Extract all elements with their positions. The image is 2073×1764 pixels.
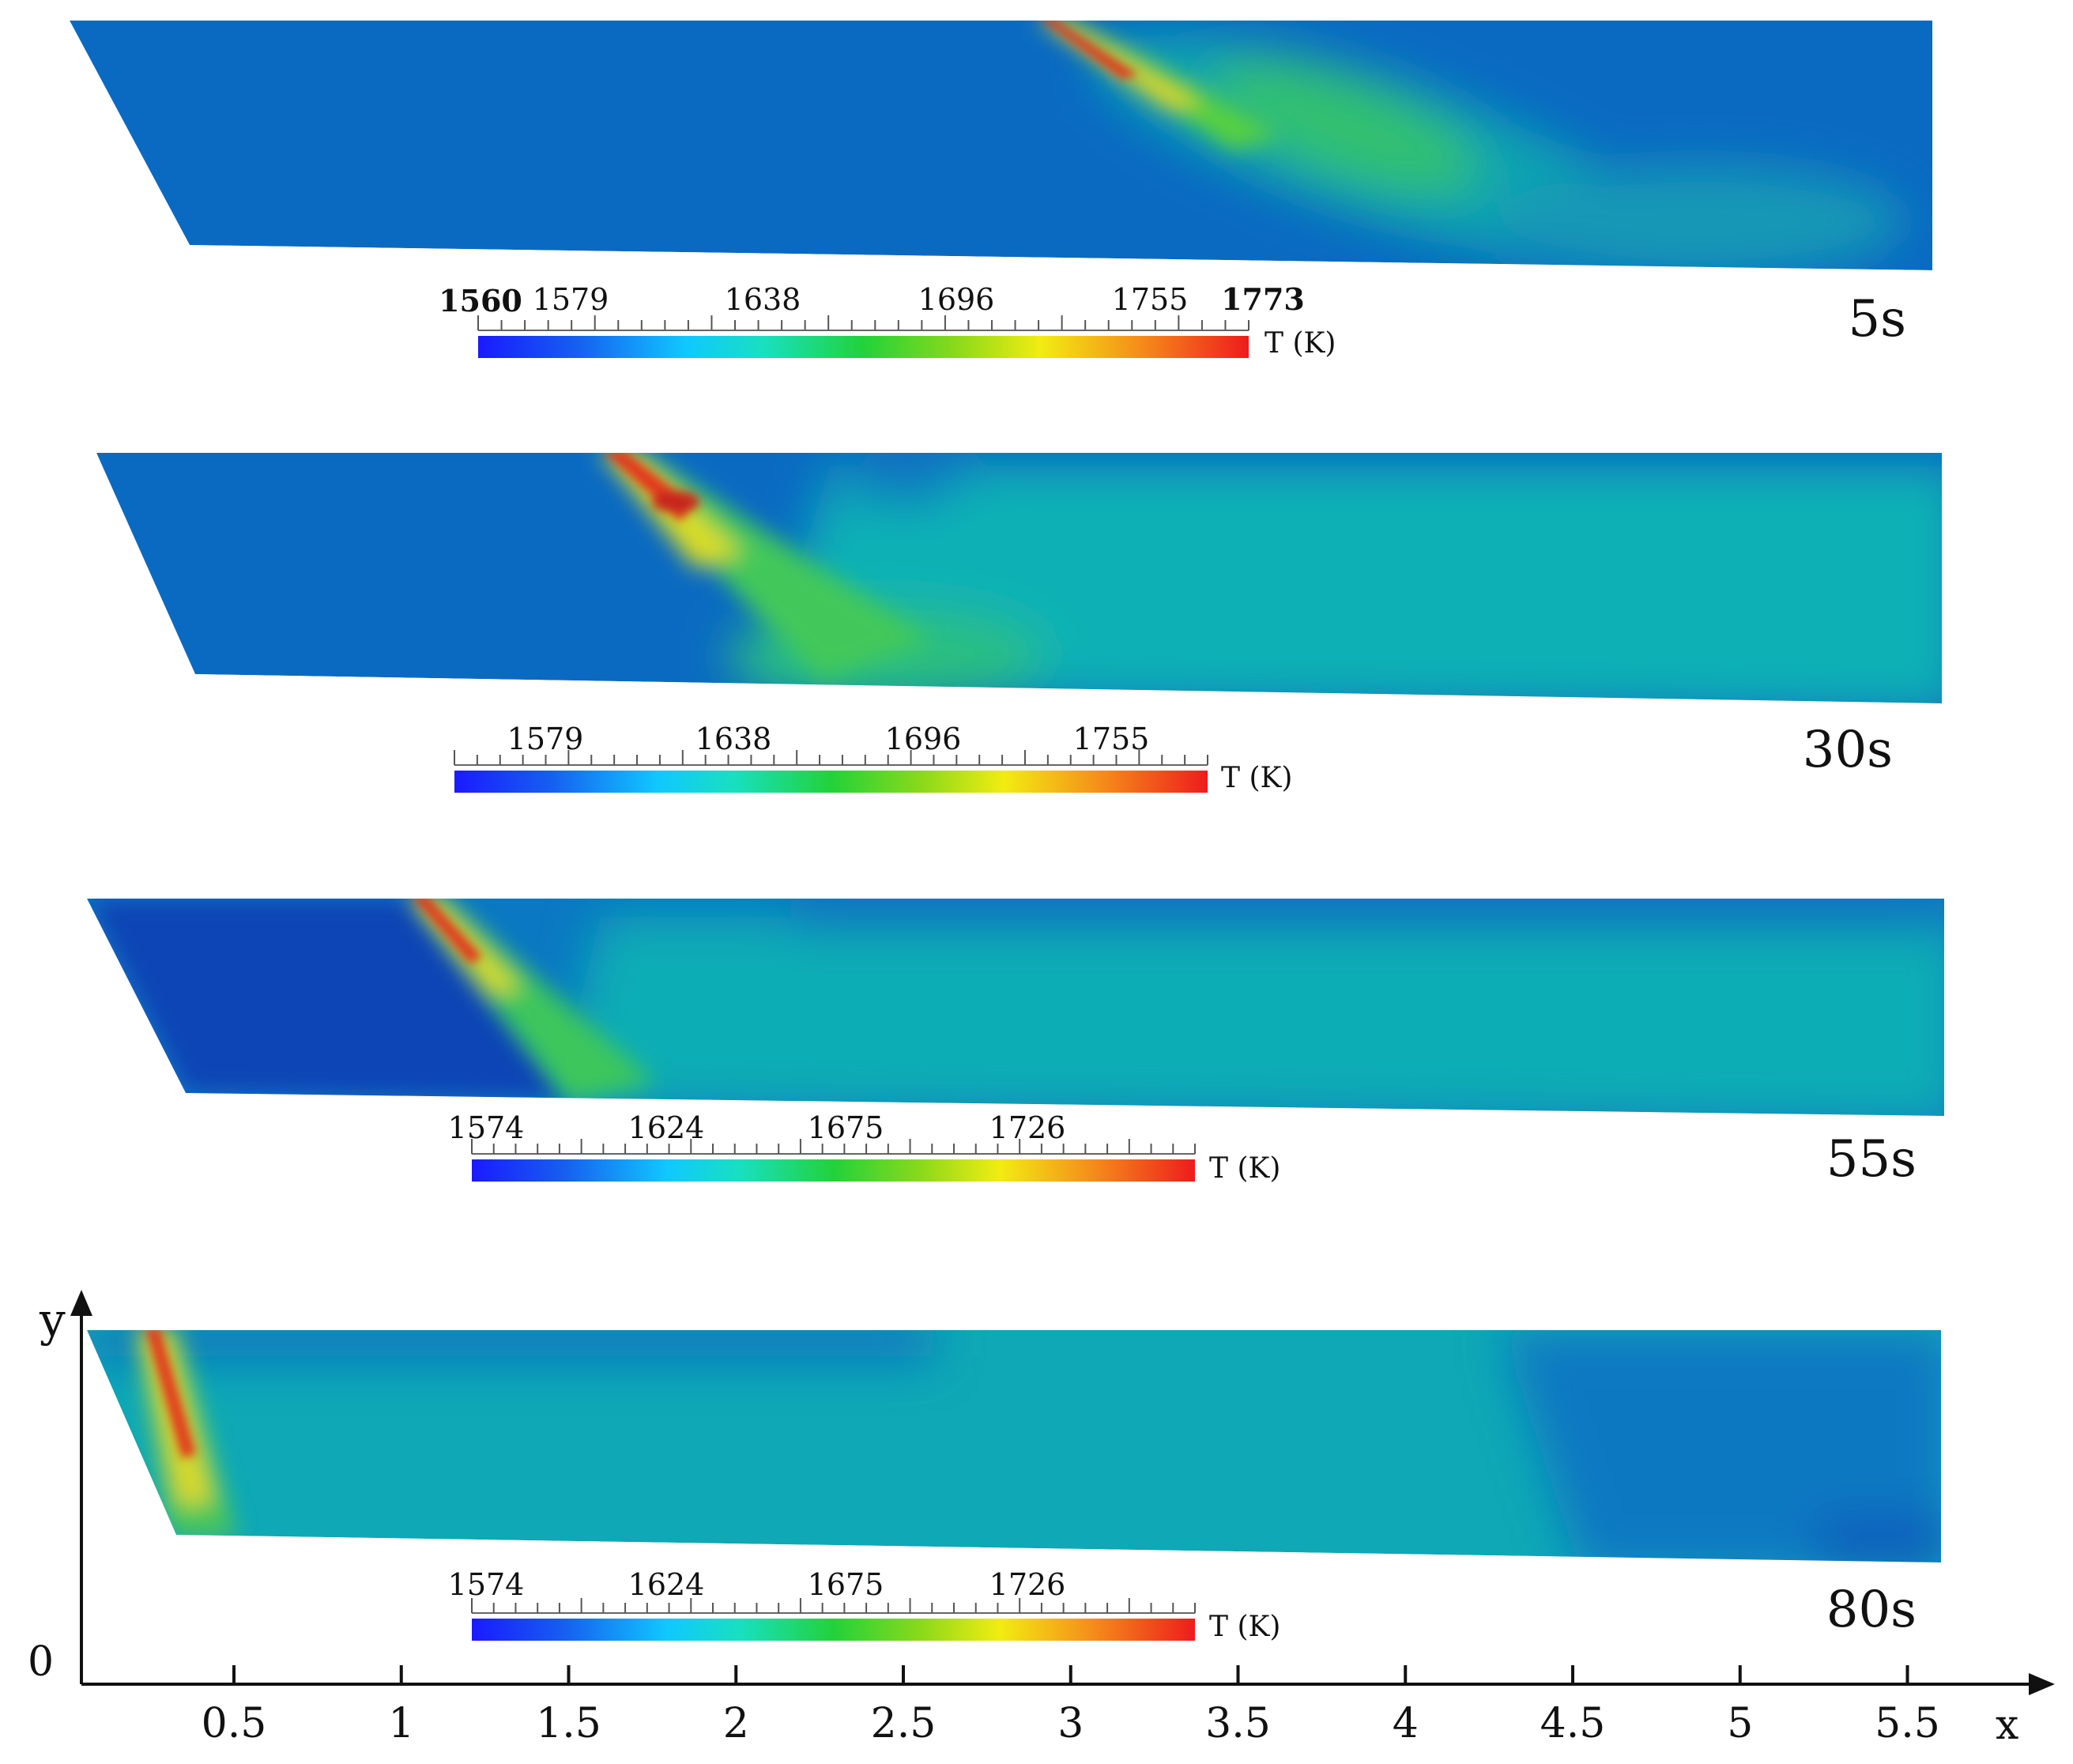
colorbar-80s: 1574 1624 1675 1726 T (K) xyxy=(448,1567,1281,1643)
colorbar-tick-label: 1574 xyxy=(448,1110,525,1145)
y-axis-label: y xyxy=(39,1293,66,1347)
colorbar-gradient-80s xyxy=(472,1619,1195,1641)
colorbar-max-label-5s: 1773 xyxy=(1221,281,1305,317)
x-axis-tick-label: 3 xyxy=(1057,1700,1084,1747)
time-label-80s: 80s xyxy=(1826,1581,1917,1639)
colorbar-gradient-55s xyxy=(472,1159,1195,1182)
colorbar-tick-label: 1579 xyxy=(507,722,584,756)
x-axis-tick-label: 1 xyxy=(388,1700,414,1747)
temperature-field-80s xyxy=(87,1330,1941,1562)
colorbar-tick-label: 1675 xyxy=(808,1110,884,1145)
origin-label: 0 xyxy=(28,1638,54,1686)
panel-30s: 30s 1579 1638 1696 1755 T (K) xyxy=(96,453,1942,794)
colorbar-tick-label: 1675 xyxy=(808,1567,884,1602)
colorbar-min-label-5s: 1560 xyxy=(439,283,522,318)
colorbar-tick-label: 1755 xyxy=(1073,722,1150,756)
colorbar-tick-label: 1696 xyxy=(918,282,995,317)
coordinate-axes: y 0 x 0.5 1 1.5 2 2.5 3 3.5 4 4.5 5 5.5 xyxy=(28,1290,2055,1749)
colorbar-unit-55s: T (K) xyxy=(1209,1152,1280,1185)
y-axis-arrow-icon xyxy=(70,1290,92,1316)
panel-80s: 80s 1574 1624 1675 1726 T (K) xyxy=(87,1330,1941,1643)
colorbar-tick-label: 1696 xyxy=(885,722,962,756)
colorbar-tick-label: 1574 xyxy=(448,1567,525,1602)
colorbar-unit-5s: T (K) xyxy=(1265,327,1336,360)
cool-zone-55s xyxy=(87,899,569,1099)
x-axis-tick-label: 5 xyxy=(1727,1700,1753,1747)
colorbar-tick-label: 1638 xyxy=(695,722,772,756)
x-axis-tick-label: 2.5 xyxy=(871,1700,937,1747)
temperature-field-5s xyxy=(70,21,1932,270)
cool-edges-80s xyxy=(87,1330,1941,1562)
time-label-55s: 55s xyxy=(1826,1130,1917,1189)
colorbar-5s: 1560 1773 1579 1638 1696 1755 T (K) xyxy=(439,281,1336,360)
x-axis-label: x xyxy=(1996,1702,2018,1749)
colorbar-unit-80s: T (K) xyxy=(1209,1611,1280,1643)
x-axis-tick-label: 3.5 xyxy=(1205,1700,1271,1747)
x-axis-tick-label: 5.5 xyxy=(1875,1700,1940,1747)
colorbar-tick-label: 1755 xyxy=(1112,282,1189,317)
warm-plume-5s xyxy=(1096,35,1905,270)
colorbar-tick-label: 1726 xyxy=(989,1567,1066,1602)
panel-5s: 5s 1560 1773 1579 1638 1696 1755 T (K) xyxy=(70,21,1932,360)
colorbar-tick-label: 1624 xyxy=(628,1567,705,1602)
colorbar-55s: 1574 1624 1675 1726 T (K) xyxy=(448,1110,1281,1185)
x-axis-tick-label: 0.5 xyxy=(202,1700,267,1747)
colorbar-tick-label: 1579 xyxy=(533,282,609,317)
x-axis-arrow-icon xyxy=(2029,1673,2055,1695)
colorbar-gradient-5s xyxy=(478,336,1249,358)
x-axis-ticks: 0.5 1 1.5 2 2.5 3 3.5 4 4.5 5 5.5 xyxy=(202,1665,1940,1747)
colorbar-unit-30s: T (K) xyxy=(1221,762,1292,794)
colorbar-gradient-30s xyxy=(454,771,1208,793)
temperature-field-55s xyxy=(87,899,1944,1116)
warm-region-30s xyxy=(727,453,1942,703)
time-label-5s: 5s xyxy=(1848,290,1906,349)
time-label-30s: 30s xyxy=(1803,721,1893,779)
x-axis-tick-label: 4 xyxy=(1393,1700,1419,1747)
x-axis-tick-label: 4.5 xyxy=(1540,1700,1606,1747)
x-axis-tick-label: 1.5 xyxy=(536,1700,601,1747)
colorbar-tick-label: 1638 xyxy=(725,282,801,317)
colorbar-30s: 1579 1638 1696 1755 T (K) xyxy=(454,722,1292,794)
panel-55s: 55s 1574 1624 1675 1726 T (K) xyxy=(87,899,1944,1189)
colorbar-tick-label: 1624 xyxy=(628,1110,705,1145)
temperature-field-30s xyxy=(96,453,1942,703)
colorbar-tick-label: 1726 xyxy=(989,1110,1066,1145)
x-axis-tick-label: 2 xyxy=(723,1700,749,1747)
warm-region-55s xyxy=(553,899,1944,1116)
